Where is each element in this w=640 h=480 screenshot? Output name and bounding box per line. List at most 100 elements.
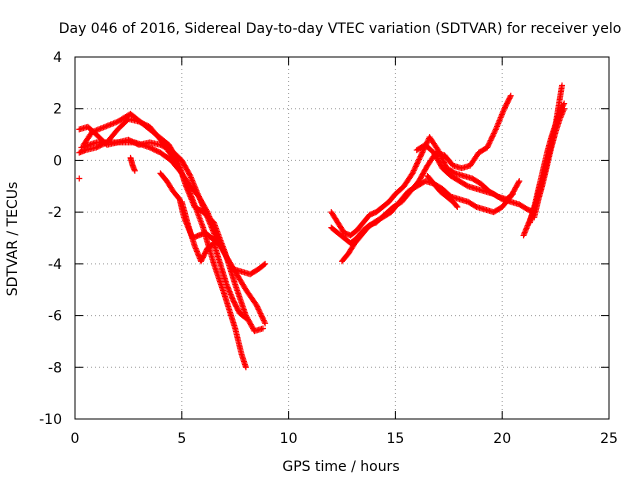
data-point [454, 203, 461, 210]
data-point [490, 131, 497, 138]
data-point [488, 134, 495, 141]
data-point [411, 166, 418, 173]
data-point [463, 182, 470, 189]
data-point [450, 169, 457, 176]
data-point [488, 136, 495, 143]
data-point [507, 94, 514, 101]
data-point [242, 364, 249, 371]
data-point [150, 146, 157, 153]
data-point [257, 310, 264, 317]
data-point [492, 127, 499, 134]
y-axis-label: SDTVAR / TECUs [5, 182, 21, 297]
data-point [217, 242, 224, 249]
data-point [259, 314, 266, 321]
y-tick-label: 4 [53, 50, 62, 66]
data-point [413, 162, 420, 169]
data-point [260, 316, 267, 323]
data-point [259, 325, 266, 332]
data-point [516, 178, 523, 185]
data-point [148, 145, 155, 152]
data-point [418, 152, 425, 159]
data-point [158, 142, 165, 149]
y-tick-label: -8 [48, 360, 62, 376]
data-point [256, 307, 263, 314]
data-point [418, 150, 425, 157]
axis-ticks: 0 5 10 15 20 25 -10 -8 -6 -4 -2 0 2 4 [39, 50, 618, 447]
data-point [484, 144, 491, 151]
data-point [262, 320, 269, 327]
data-point [453, 202, 460, 209]
data-point [262, 260, 269, 267]
data-point [561, 100, 568, 107]
y-tick-label: 0 [53, 153, 62, 169]
data-point [416, 156, 423, 163]
data-point [131, 167, 138, 174]
data-point [149, 145, 156, 152]
data-point [416, 155, 423, 162]
data-point [507, 92, 514, 99]
data-point [255, 306, 262, 313]
x-tick-label: 5 [177, 431, 186, 447]
data-point [186, 171, 193, 178]
data-point [484, 143, 491, 150]
data-point [559, 82, 566, 89]
data-point [419, 149, 426, 156]
x-tick-label: 20 [493, 431, 511, 447]
data-point [490, 130, 497, 137]
data-point [410, 167, 417, 174]
y-tick-label: -4 [48, 257, 62, 273]
data-point [153, 147, 160, 154]
data-point [258, 313, 265, 320]
x-tick-label: 25 [600, 431, 618, 447]
data-point [414, 160, 421, 167]
data-point [173, 156, 180, 163]
y-tick-label: -2 [48, 205, 62, 221]
data-point [487, 137, 494, 144]
x-tick-label: 0 [71, 431, 80, 447]
data-point [254, 303, 261, 310]
data-point [254, 305, 261, 312]
data-point [175, 195, 182, 202]
x-axis-label: GPS time / hours [282, 459, 399, 475]
data-point [489, 133, 496, 140]
data-point [152, 147, 159, 154]
data-point [412, 163, 419, 170]
data-point [485, 141, 492, 148]
data-points [76, 82, 568, 371]
data-point [261, 261, 268, 268]
data-point [561, 105, 568, 112]
data-point [260, 317, 267, 324]
data-point [258, 311, 265, 318]
data-point [560, 101, 567, 108]
data-point [409, 170, 416, 177]
data-point [93, 144, 100, 151]
data-point [161, 143, 168, 150]
data-point [486, 138, 493, 145]
data-point [261, 318, 268, 325]
data-point [256, 309, 263, 316]
x-tick-label: 15 [386, 431, 404, 447]
data-point [417, 153, 424, 160]
data-point [253, 302, 260, 309]
y-tick-label: -10 [39, 412, 62, 428]
data-point [160, 143, 167, 150]
data-point [515, 179, 522, 186]
x-tick-label: 10 [280, 431, 298, 447]
data-point [486, 140, 493, 147]
data-point [415, 157, 422, 164]
plot-frame [74, 56, 610, 420]
data-point [412, 164, 419, 171]
data-point [410, 168, 417, 175]
data-point [154, 148, 161, 155]
data-point [414, 159, 421, 166]
data-point [157, 141, 164, 148]
data-point [491, 129, 498, 136]
y-tick-label: -6 [48, 309, 62, 325]
y-tick-label: 2 [53, 102, 62, 118]
data-point [146, 144, 153, 151]
chart-title: Day 046 of 2016, Sidereal Day-to-day VTE… [59, 21, 622, 37]
data-point [76, 175, 83, 182]
data-point [497, 195, 504, 202]
